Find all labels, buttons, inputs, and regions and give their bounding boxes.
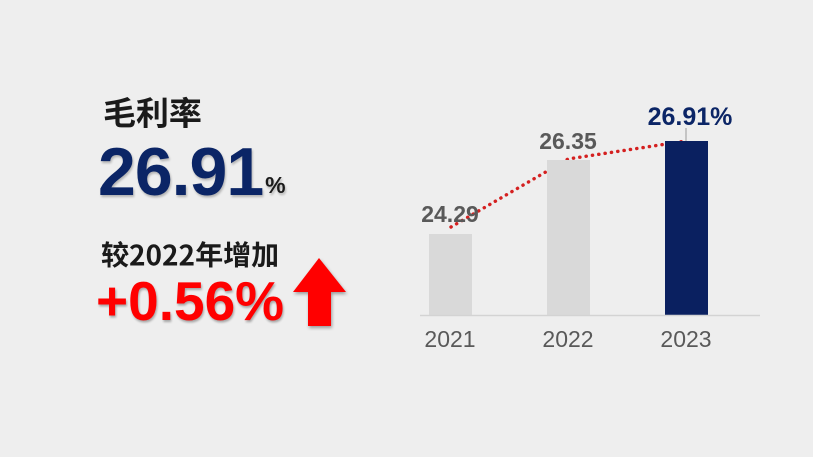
svg-text:2023: 2023 xyxy=(660,326,711,352)
svg-text:26.91%: 26.91% xyxy=(648,103,733,131)
svg-text:2021: 2021 xyxy=(424,326,475,352)
svg-text:2022: 2022 xyxy=(542,326,593,352)
svg-text:24.29: 24.29 xyxy=(421,201,479,227)
svg-text:26.35: 26.35 xyxy=(539,128,597,154)
